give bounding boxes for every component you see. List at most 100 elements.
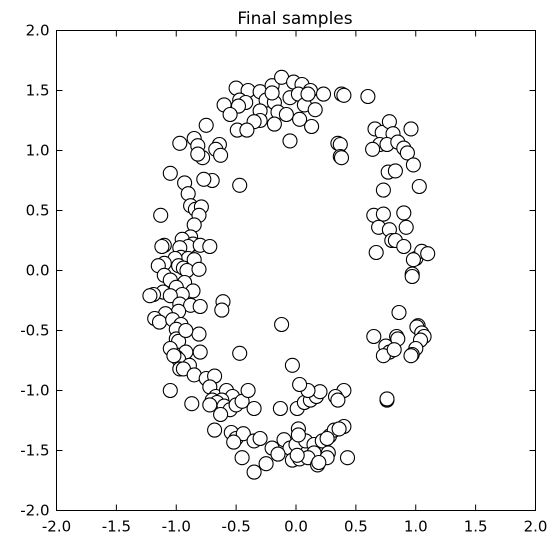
data-point (284, 357, 300, 373)
x-tick-label: 1.5 (464, 518, 488, 536)
data-point (234, 450, 250, 466)
data-point (375, 182, 391, 198)
y-tick-label: -1.5 (20, 442, 49, 460)
data-point (315, 86, 332, 102)
data-point (198, 117, 214, 133)
data-point (166, 348, 182, 364)
y-tick-label: -1.0 (20, 382, 49, 400)
x-tick-label: -1.5 (102, 518, 131, 536)
data-point (391, 304, 407, 321)
data-point (405, 157, 421, 173)
data-point (420, 246, 436, 262)
data-point (339, 450, 356, 466)
data-point (289, 447, 305, 463)
data-point (153, 207, 169, 223)
data-point (398, 219, 414, 235)
data-point (184, 396, 200, 412)
data-point (246, 400, 262, 417)
data-point (375, 206, 391, 222)
data-point (282, 133, 298, 149)
data-point (264, 85, 280, 101)
data-point (190, 146, 206, 162)
data-point (360, 88, 376, 105)
data-point (333, 150, 350, 166)
data-point (411, 178, 427, 195)
y-tick-label: 2.0 (26, 22, 50, 40)
data-point (232, 177, 248, 193)
x-tick-label: 0.5 (344, 518, 368, 536)
data-point (202, 238, 218, 255)
axis-ticks (56, 30, 536, 511)
data-point (403, 348, 419, 364)
data-point (386, 342, 402, 358)
data-point (405, 252, 421, 268)
data-point (232, 345, 248, 361)
data-point (226, 434, 242, 450)
data-point (365, 141, 381, 157)
chart-title: Final samples (237, 9, 352, 29)
data-points (142, 69, 436, 480)
data-point (191, 326, 207, 342)
data-point (258, 456, 274, 472)
data-point (162, 382, 178, 399)
data-point (396, 238, 412, 255)
x-tick-label: -0.5 (221, 518, 250, 536)
data-point (336, 87, 352, 103)
x-tick-label: 1.0 (404, 518, 428, 536)
data-point (366, 328, 382, 345)
data-point (311, 454, 327, 471)
x-tick-label: 2.0 (524, 518, 548, 536)
data-point (196, 171, 212, 187)
y-tick-label: -2.0 (20, 502, 49, 520)
data-point (404, 268, 420, 285)
data-point (192, 298, 208, 315)
data-point (379, 391, 395, 407)
data-point (331, 421, 347, 437)
data-point (292, 376, 308, 393)
data-point (399, 145, 415, 161)
data-point (387, 163, 403, 179)
data-point (235, 426, 251, 442)
data-point (154, 238, 170, 255)
data-point (252, 430, 268, 447)
data-point (272, 400, 288, 417)
data-point (151, 314, 168, 330)
data-point (191, 261, 207, 277)
data-point (172, 135, 188, 151)
data-point (274, 316, 290, 333)
data-point (214, 302, 230, 318)
y-tick-label: 1.5 (26, 82, 50, 100)
y-tick-label: -0.5 (20, 322, 49, 340)
data-point (290, 427, 306, 443)
y-tick-label: 0.0 (26, 262, 50, 280)
data-point (330, 392, 346, 408)
data-point (319, 430, 335, 447)
data-point (246, 464, 262, 480)
y-tick-label: 0.5 (26, 202, 50, 220)
data-point (192, 344, 208, 360)
data-point (278, 106, 294, 123)
y-tick-label: 1.0 (26, 142, 50, 160)
data-point (396, 205, 412, 221)
data-point (270, 446, 286, 462)
data-point (222, 106, 238, 123)
data-point (266, 116, 282, 132)
data-point (178, 322, 194, 339)
data-point (240, 382, 256, 399)
data-point (213, 406, 229, 423)
data-point (307, 102, 323, 118)
data-point (304, 118, 320, 135)
data-point (207, 422, 223, 438)
data-point (213, 147, 229, 163)
y-tick-labels: 2.0 1.5 1.0 0.5 0.0 -0.5 -1.0 -1.5 -2.0 (20, 22, 49, 520)
data-point (142, 288, 158, 304)
data-point (292, 111, 308, 127)
data-point (162, 165, 178, 181)
x-tick-label: -2.0 (42, 518, 71, 536)
data-point (239, 122, 255, 138)
data-point (300, 86, 316, 102)
data-point (162, 288, 178, 304)
data-point (368, 244, 384, 261)
x-tick-label: 0.0 (284, 518, 308, 536)
